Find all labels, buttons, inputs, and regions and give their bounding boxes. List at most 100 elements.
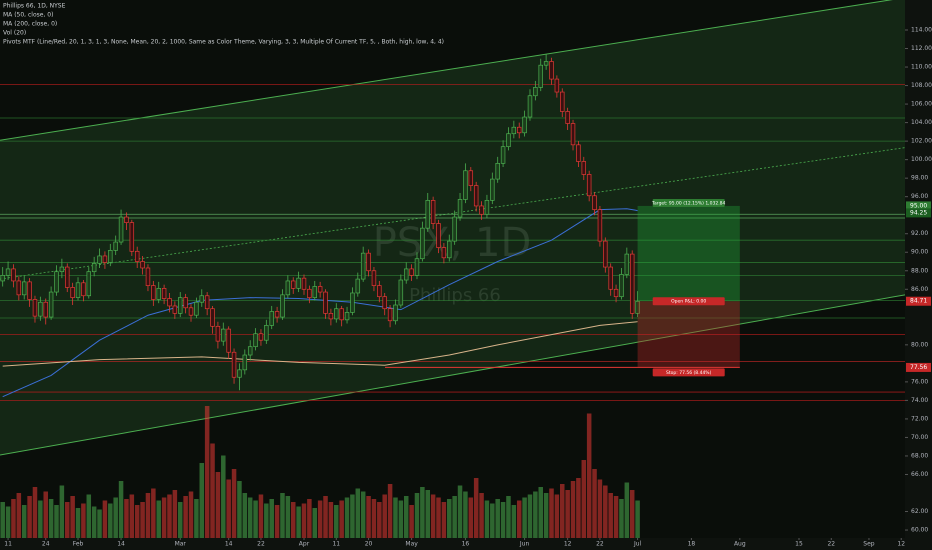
volume-bar bbox=[624, 482, 630, 538]
price-tag bbox=[906, 201, 931, 211]
volume-bar bbox=[32, 487, 38, 538]
candle-body bbox=[619, 274, 624, 298]
volume-bar bbox=[38, 500, 43, 538]
candle-body bbox=[65, 266, 70, 288]
candle-body bbox=[479, 205, 484, 215]
volume-bar bbox=[129, 494, 135, 538]
volume-bar bbox=[586, 413, 592, 538]
candle-body bbox=[27, 281, 32, 300]
candle-body bbox=[543, 61, 549, 66]
candle-body bbox=[425, 200, 430, 229]
candle-body bbox=[339, 308, 344, 321]
position-label: Target: 95.00 (12.15%) 1,032.84 bbox=[651, 200, 725, 206]
candle-body bbox=[414, 258, 420, 276]
candle-body bbox=[54, 271, 59, 293]
volume-bar bbox=[237, 481, 242, 538]
candle-body bbox=[11, 268, 16, 282]
position-label: Open P&L: 0.00 bbox=[671, 299, 706, 305]
candle-body bbox=[430, 200, 436, 224]
candle-body bbox=[506, 133, 511, 148]
y-tick-label: 92.00 bbox=[911, 230, 928, 237]
candle-body bbox=[296, 277, 301, 289]
volume-bar bbox=[366, 496, 371, 538]
volume-bar bbox=[253, 500, 258, 538]
volume-bar bbox=[344, 497, 350, 538]
x-tick-label: Aug bbox=[734, 541, 746, 548]
x-tick-label: 22 bbox=[257, 541, 265, 548]
x-tick-label: Jun bbox=[519, 541, 530, 548]
x-tick-label: 12 bbox=[897, 541, 905, 548]
volume-bar bbox=[457, 485, 463, 538]
price-tag-label: 84.71 bbox=[910, 298, 927, 305]
volume-bar bbox=[124, 499, 129, 538]
legend-pivots: Pivots MTF (Line/Red, 20, 1, 3, 1, 3, No… bbox=[3, 39, 444, 46]
y-tick-label: 70.00 bbox=[911, 434, 928, 441]
volume-bar bbox=[484, 500, 490, 538]
volume-bar bbox=[328, 502, 334, 538]
volume-bar bbox=[54, 505, 59, 538]
x-tick-label: 16 bbox=[462, 541, 470, 548]
volume-bar bbox=[210, 443, 215, 538]
candle-body bbox=[269, 311, 274, 326]
candle-body bbox=[183, 297, 188, 309]
candle-body bbox=[377, 285, 382, 298]
price-tag bbox=[906, 296, 931, 306]
position-label-bg bbox=[652, 297, 725, 306]
volume-bar bbox=[264, 503, 269, 538]
candle-body bbox=[124, 216, 129, 223]
volume-bar bbox=[204, 406, 210, 538]
volume-bar bbox=[511, 505, 517, 538]
candle-body bbox=[307, 288, 312, 298]
candle-body bbox=[151, 285, 156, 300]
candle-body bbox=[199, 295, 205, 303]
volume-bar bbox=[280, 493, 285, 538]
legend-volume: Vol (20) bbox=[3, 30, 26, 37]
volume-bar bbox=[506, 496, 511, 538]
volume-bar bbox=[500, 502, 506, 538]
ma200-line bbox=[2, 321, 638, 367]
volume-bar bbox=[86, 494, 92, 538]
candle-body bbox=[495, 162, 500, 180]
volume-bar bbox=[549, 488, 554, 538]
volume-bar bbox=[339, 500, 344, 538]
position-loss bbox=[637, 301, 740, 368]
candle-body bbox=[48, 291, 54, 318]
candle-body bbox=[382, 296, 387, 310]
y-tick-label: 72.00 bbox=[911, 415, 928, 422]
candle-body bbox=[581, 161, 587, 175]
volume-bar bbox=[108, 503, 113, 538]
y-tick-label: 76.00 bbox=[911, 378, 928, 385]
candle-body bbox=[91, 263, 97, 273]
volume-bar bbox=[516, 500, 522, 538]
y-tick-label: 74.00 bbox=[911, 397, 928, 404]
volume-bar bbox=[140, 502, 145, 538]
volume-bar bbox=[172, 490, 178, 538]
volume-bar bbox=[576, 478, 581, 538]
volume-bar bbox=[242, 493, 248, 538]
volume-bar bbox=[629, 490, 635, 538]
x-tick-label: 22 bbox=[596, 541, 604, 548]
price-tag-label: 95.00 bbox=[910, 202, 927, 209]
y-tick-label: 106.00 bbox=[911, 101, 932, 108]
candle-body bbox=[178, 297, 183, 314]
candle-body bbox=[81, 282, 86, 297]
volume-bar bbox=[188, 491, 194, 538]
candle-body bbox=[420, 227, 425, 260]
channel-middle bbox=[0, 147, 906, 280]
x-tick-label: Feb bbox=[73, 541, 84, 548]
volume-bar bbox=[522, 497, 527, 538]
volume-bar bbox=[441, 502, 447, 538]
legend-ma50: MA (50, close, 0) bbox=[3, 12, 53, 19]
volume-bar bbox=[452, 496, 457, 538]
candle-body bbox=[70, 287, 75, 298]
candle-body bbox=[172, 305, 178, 314]
y-tick-label: 98.00 bbox=[911, 175, 928, 182]
candle-body bbox=[613, 288, 619, 298]
volume-bar bbox=[16, 493, 22, 538]
volume-bar bbox=[70, 496, 75, 538]
volume-bar bbox=[81, 503, 86, 538]
candle-body bbox=[447, 240, 452, 259]
volume-bar bbox=[59, 485, 65, 538]
y-tick-label: 68.00 bbox=[911, 452, 928, 459]
channel-upper bbox=[0, 0, 893, 141]
